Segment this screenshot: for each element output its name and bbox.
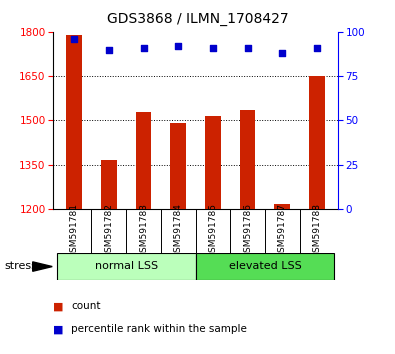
- Text: GSM591787: GSM591787: [278, 204, 287, 258]
- Text: normal LSS: normal LSS: [94, 261, 158, 272]
- Polygon shape: [33, 262, 52, 271]
- Text: GSM591788: GSM591788: [312, 204, 322, 258]
- Point: [71, 36, 77, 42]
- Text: GSM591782: GSM591782: [104, 204, 113, 258]
- Text: GSM591785: GSM591785: [209, 204, 217, 258]
- Bar: [101, 160, 117, 209]
- Text: elevated LSS: elevated LSS: [229, 261, 301, 272]
- Point: [105, 47, 112, 52]
- Point: [279, 50, 286, 56]
- Text: stress: stress: [4, 261, 37, 271]
- Point: [175, 43, 181, 49]
- Text: ■: ■: [53, 324, 64, 334]
- Point: [140, 45, 147, 51]
- Bar: [196, 253, 334, 280]
- Text: GSM591783: GSM591783: [139, 204, 148, 258]
- Text: GDS3868 / ILMN_1708427: GDS3868 / ILMN_1708427: [107, 12, 288, 27]
- Point: [245, 45, 251, 51]
- Text: count: count: [71, 301, 101, 311]
- Bar: [240, 110, 255, 209]
- Bar: [170, 123, 186, 209]
- Text: ■: ■: [53, 301, 64, 311]
- Bar: [57, 253, 196, 280]
- Bar: [205, 116, 221, 209]
- Text: GSM591781: GSM591781: [70, 204, 79, 258]
- Bar: [275, 204, 290, 209]
- Text: GSM591786: GSM591786: [243, 204, 252, 258]
- Text: GSM591784: GSM591784: [174, 204, 182, 258]
- Text: percentile rank within the sample: percentile rank within the sample: [71, 324, 247, 334]
- Bar: [309, 76, 325, 209]
- Point: [314, 45, 320, 51]
- Point: [210, 45, 216, 51]
- Bar: [66, 35, 82, 209]
- Bar: [136, 112, 151, 209]
